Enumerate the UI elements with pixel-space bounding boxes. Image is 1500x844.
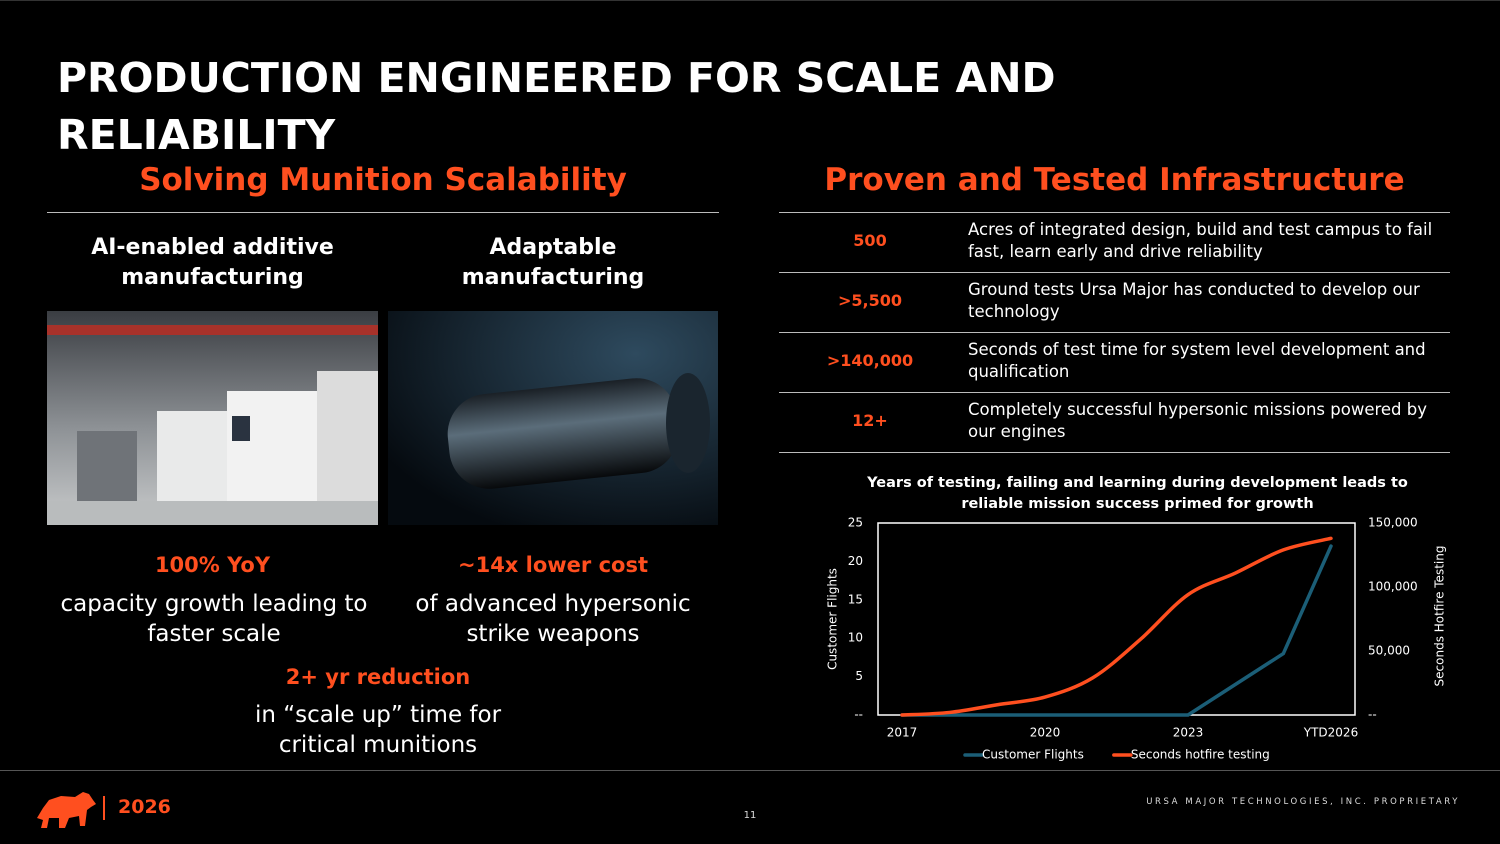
rule — [779, 212, 1450, 213]
y-tick-label: 10 — [848, 631, 863, 645]
rule — [779, 272, 1450, 273]
proprietary: URSA MAJOR TECHNOLOGIES, INC. PROPRIETAR… — [1146, 797, 1460, 807]
rule — [779, 332, 1450, 333]
logo — [37, 792, 96, 828]
stat-text: of advanced hypersonic strike weapons — [415, 591, 691, 647]
slide-title: PRODUCTION ENGINEERED FOR SCALE AND RELI… — [57, 54, 1056, 159]
column-title: AI-enabled additive manufacturing — [91, 235, 334, 290]
page-number: 11 — [743, 810, 757, 821]
x-tick-label: YTD2026 — [1303, 726, 1358, 740]
table-number: >5,500 — [837, 291, 902, 310]
x-tick-label: 2023 — [1173, 726, 1204, 740]
table-text: Ground tests Ursa Major has conducted to… — [968, 280, 1420, 321]
stat: 2+ yr reduction — [285, 665, 471, 689]
y-axis-label: Customer Flights — [826, 568, 840, 670]
series-line — [900, 536, 1333, 717]
legend-label: Seconds hotfire testing — [1131, 748, 1270, 762]
series-line — [900, 544, 1333, 717]
table-number: 500 — [853, 231, 887, 250]
right-heading: Proven and Tested Infrastructure — [824, 162, 1405, 198]
stat-text: capacity growth leading to faster scale — [60, 591, 368, 647]
chart-title: Years of testing, failing and learning d… — [867, 475, 1408, 512]
footer-year: 2026 — [118, 796, 171, 818]
y2-axis-label: Seconds Hotfire Testing — [1433, 546, 1447, 687]
stat: ~14x lower cost — [457, 553, 649, 577]
rule — [779, 392, 1450, 393]
left-heading: Solving Munition Scalability — [139, 162, 627, 198]
table-text: Acres of integrated design, build and te… — [968, 220, 1433, 261]
y-tick-label: 5 — [855, 669, 863, 683]
stat-text: in “scale up” time for critical munition… — [254, 702, 502, 758]
chart: -- 5 10 15 20 25 -- 50,000 100,000 150,000 2017 202… — [826, 516, 1447, 762]
y-tick-label: 20 — [848, 554, 863, 568]
rule — [47, 212, 719, 213]
plot-frame — [877, 522, 1356, 716]
top-rule — [0, 0, 1500, 1]
stat: 100% YoY — [154, 553, 271, 577]
separator — [103, 796, 105, 820]
legend-label: Customer Flights — [982, 748, 1084, 762]
y2-tick-label: -- — [1368, 708, 1377, 722]
y-tick-label: 15 — [848, 592, 863, 606]
table-text: Completely successful hypersonic mission… — [968, 400, 1428, 441]
column-title: Adaptable manufacturing — [461, 235, 645, 290]
y2-tick-label: 100,000 — [1368, 580, 1418, 594]
y-tick-label: -- — [854, 708, 863, 722]
table-text: Seconds of test time for system level de… — [968, 340, 1426, 381]
y2-tick-label: 50,000 — [1368, 644, 1410, 658]
y2-tick-label: 150,000 — [1368, 516, 1418, 530]
factory-photo — [47, 311, 378, 525]
table-number: 12+ — [852, 411, 888, 430]
component-photo — [388, 311, 718, 525]
x-tick-label: 2017 — [887, 726, 918, 740]
x-tick-label: 2020 — [1030, 726, 1061, 740]
y-tick-label: 25 — [848, 516, 863, 530]
rule — [779, 452, 1450, 453]
footer-rule — [0, 770, 1500, 771]
table-number: >140,000 — [826, 351, 914, 370]
